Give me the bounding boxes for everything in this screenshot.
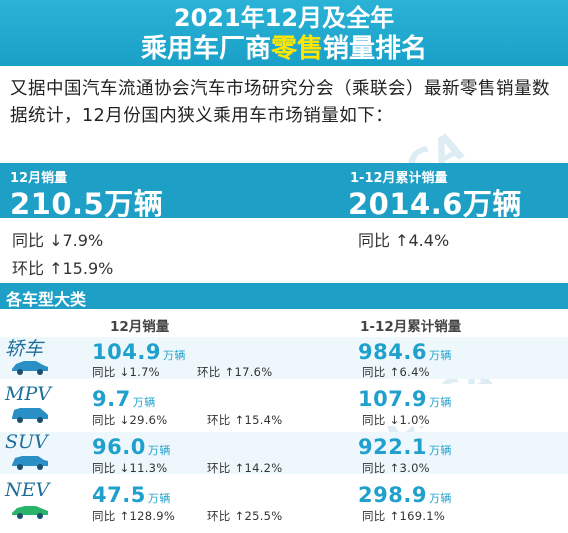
row-ytd-value: 107.9 万辆 <box>358 387 452 411</box>
table-row <box>0 337 568 379</box>
ytd-sales-value: 2014.6万辆 <box>348 187 522 221</box>
row-month-value: 104.9 万辆 <box>92 340 186 364</box>
unit-label: 万辆 <box>147 444 171 457</box>
summary-band: 12月销量 210.5万辆 1-12月累计销量 2014.6万辆 <box>0 163 568 221</box>
table-row <box>0 432 568 474</box>
title-line-2-post: 销量排名 <box>323 34 428 64</box>
nev-car-icon <box>12 506 48 519</box>
unit-label: 万辆 <box>132 396 156 409</box>
unit-label: 万辆 <box>428 492 452 505</box>
row-ytd-number: 984.6 <box>358 340 427 364</box>
ytd-sales-label: 1-12月累计销量 <box>350 171 448 186</box>
month-sales-value: 210.5万辆 <box>10 187 164 221</box>
unit-label: 万辆 <box>162 349 186 362</box>
ytd-yoy: 同比 ↑4.4% <box>358 231 450 250</box>
row-month-mom: 环比 ↑25.5% <box>207 509 283 523</box>
row-month-number: 47.5 <box>92 483 146 507</box>
unit-label: 万辆 <box>428 444 452 457</box>
row-month-mom: 环比 ↑17.6% <box>197 365 273 379</box>
row-month-mom: 环比 ↑15.4% <box>207 413 283 427</box>
row-ytd-number: 107.9 <box>358 387 427 411</box>
row-ytd-value: 984.6 万辆 <box>358 340 452 364</box>
intro-text: 又据中国汽车流通协会汽车市场研究分会（乘联会）最新零售销量数据统计，12月份国内… <box>10 79 550 126</box>
row-month-number: 104.9 <box>92 340 161 364</box>
col-header-ytd: 1-12月累计销量 <box>360 319 462 335</box>
row-month-value: 96.0 万辆 <box>92 435 171 459</box>
row-month-value: 9.7 万辆 <box>92 387 156 411</box>
row-ytd-yoy: 同比 ↑6.4% <box>362 365 430 379</box>
title-banner: 2021年12月及全年 乘用车厂商零售销量排名 <box>0 0 568 66</box>
section-title: 各车型大类 <box>6 290 87 309</box>
row-month-yoy: 同比 ↑128.9% <box>92 509 176 523</box>
unit-label: 万辆 <box>428 396 452 409</box>
title-line-2-pre: 乘用车厂商 <box>140 34 271 64</box>
unit-label: 万辆 <box>147 492 171 505</box>
row-month-mom: 环比 ↑14.2% <box>207 461 283 475</box>
row-month-value: 47.5 万辆 <box>92 483 171 507</box>
vehicle-type-label: MPV <box>5 383 51 405</box>
vehicle-type-label: SUV <box>5 431 48 453</box>
title-line-1: 2021年12月及全年 <box>173 4 395 32</box>
row-month-number: 9.7 <box>92 387 131 411</box>
title-line-2: 乘用车厂商零售销量排名 <box>0 33 568 65</box>
vehicle-type-label: 轿车 <box>5 338 44 360</box>
month-sales-label: 12月销量 <box>10 171 68 186</box>
row-ytd-number: 298.9 <box>358 483 427 507</box>
row-ytd-yoy: 同比 ↑3.0% <box>362 461 430 475</box>
table-row <box>0 384 568 426</box>
section-header: 各车型大类 <box>0 283 568 309</box>
suv-icon <box>12 456 48 470</box>
month-yoy: 同比 ↓7.9% <box>12 231 104 250</box>
vehicle-type-label: NEV <box>5 479 50 501</box>
row-month-yoy: 同比 ↓11.3% <box>92 461 168 475</box>
row-ytd-yoy: 同比 ↓1.0% <box>362 413 430 427</box>
row-ytd-yoy: 同比 ↑169.1% <box>362 509 446 523</box>
sedan-icon <box>12 361 48 375</box>
title-highlight: 零售 <box>270 34 323 64</box>
col-header-month: 12月销量 <box>110 319 170 335</box>
row-month-number: 96.0 <box>92 435 146 459</box>
row-month-yoy: 同比 ↓1.7% <box>92 365 160 379</box>
month-mom: 环比 ↑15.9% <box>12 259 114 278</box>
mpv-icon <box>12 408 48 423</box>
row-month-yoy: 同比 ↓29.6% <box>92 413 168 427</box>
row-ytd-value: 922.1 万辆 <box>358 435 452 459</box>
table-row <box>0 480 568 522</box>
row-ytd-value: 298.9 万辆 <box>358 483 452 507</box>
unit-label: 万辆 <box>428 349 452 362</box>
row-ytd-number: 922.1 <box>358 435 427 459</box>
